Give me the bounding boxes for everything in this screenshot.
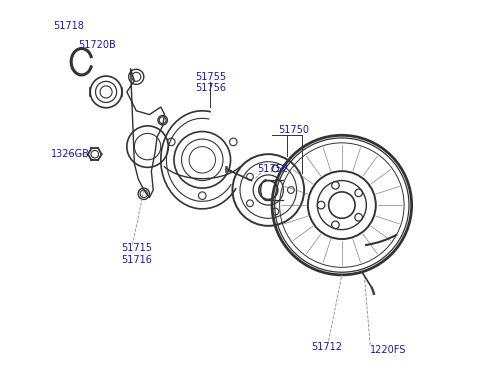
Text: 51750: 51750 <box>278 125 309 135</box>
Text: 51752: 51752 <box>257 164 288 174</box>
Text: 51755
51756: 51755 51756 <box>195 72 226 93</box>
Text: 1326GB: 1326GB <box>51 149 90 159</box>
Text: 51715
51716: 51715 51716 <box>121 243 152 265</box>
Text: 51712: 51712 <box>312 342 343 352</box>
Text: 51718: 51718 <box>53 21 84 31</box>
Text: 51720B: 51720B <box>78 40 116 50</box>
Text: 1220FS: 1220FS <box>370 345 407 355</box>
